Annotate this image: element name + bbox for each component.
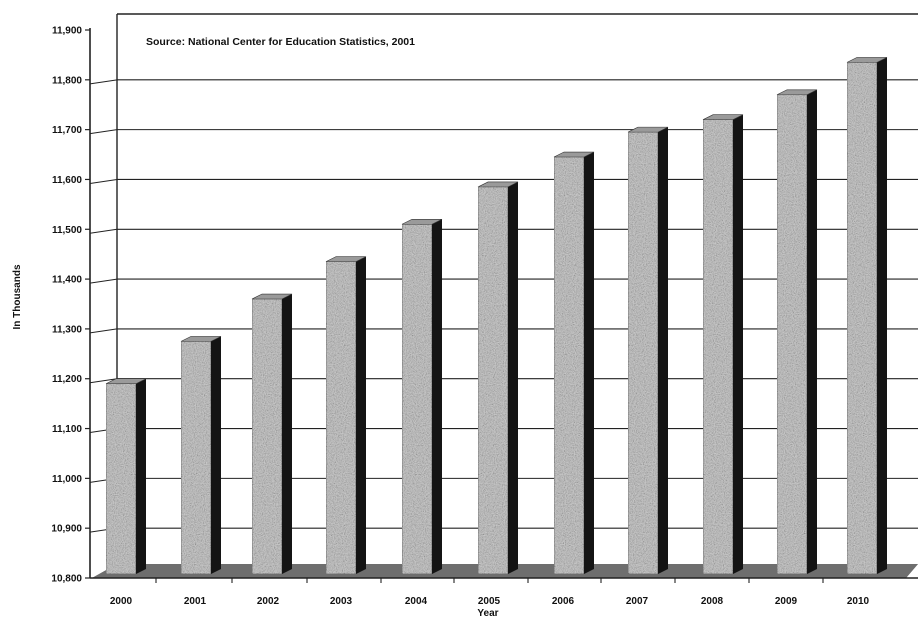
gridline-side	[89, 178, 118, 184]
y-tick-label: 10,800	[51, 574, 82, 585]
x-axis-title: Year	[477, 608, 498, 619]
x-tick-label: 2004	[405, 596, 428, 607]
y-tick-label: 11,400	[52, 275, 82, 286]
gridline-side	[89, 378, 118, 384]
bar-2009	[776, 89, 818, 575]
x-tick-label: 2007	[626, 596, 649, 607]
bar-side	[356, 256, 366, 574]
y-tick-label: 11,800	[52, 75, 82, 86]
gridline-side	[89, 328, 118, 334]
bar-front	[477, 186, 509, 575]
y-tick-label: 11,700	[52, 125, 82, 136]
bar-front	[846, 62, 878, 575]
x-tick-label: 2010	[847, 596, 870, 607]
bar-side	[432, 219, 442, 575]
bar-2004	[401, 218, 443, 575]
y-axis-title: In Thousands	[12, 264, 23, 329]
y-tick-label: 10,900	[51, 524, 82, 535]
bar-2010	[846, 57, 888, 575]
bar-2002	[251, 293, 293, 575]
gridline-side	[89, 129, 118, 135]
bar-front	[627, 131, 659, 575]
source-annotation: Source: National Center for Education St…	[146, 36, 415, 48]
bar-front	[105, 383, 137, 575]
axis-labels: 10,800 10,900 11,000 11,100 11,200 11,300 11,4…	[51, 26, 869, 608]
x-tick-label: 2006	[552, 596, 575, 607]
y-tick-label: 11,000	[52, 474, 82, 485]
y-tick-label: 11,600	[52, 175, 82, 186]
axes	[85, 28, 918, 583]
bar-front	[180, 341, 212, 575]
x-tick-label: 2008	[701, 596, 724, 607]
bars	[105, 57, 888, 575]
bar-2000	[105, 378, 147, 575]
bar-front	[702, 119, 734, 575]
x-tick-label: 2005	[478, 596, 501, 607]
bar-front	[401, 223, 433, 575]
bar-side	[508, 181, 518, 574]
bar-2008	[702, 114, 744, 575]
y-tick-label: 11,200	[52, 374, 82, 385]
bar-2005	[477, 181, 519, 575]
bar-front	[251, 298, 283, 575]
x-tick-label: 2009	[775, 596, 798, 607]
bar-side	[877, 57, 887, 574]
bar-front	[776, 94, 808, 575]
bar-side	[807, 89, 817, 574]
y-tick-label: 11,500	[52, 225, 82, 236]
bar-side	[733, 114, 743, 574]
x-tick-label: 2000	[110, 596, 133, 607]
x-tick-label: 2001	[184, 596, 207, 607]
bar-2003	[325, 256, 367, 575]
bar-side	[584, 152, 594, 574]
gridline-side	[89, 278, 118, 284]
gridline-side	[89, 228, 118, 234]
x-tick-label: 2002	[257, 596, 280, 607]
y-tick-label: 11,900	[52, 26, 82, 37]
y-tick-label: 11,100	[52, 424, 82, 435]
bar-side	[658, 127, 668, 575]
bar-front	[553, 156, 585, 575]
y-tick-label: 11,300	[52, 324, 82, 335]
bar-2001	[180, 336, 222, 575]
bar-side	[282, 294, 292, 574]
bar-2006	[553, 151, 595, 575]
gridline-side	[89, 79, 118, 85]
bar-side	[136, 378, 146, 574]
bar-side	[211, 336, 221, 574]
bar-front	[325, 261, 357, 575]
x-tick-label: 2003	[330, 596, 353, 607]
bar-2007	[627, 126, 669, 575]
